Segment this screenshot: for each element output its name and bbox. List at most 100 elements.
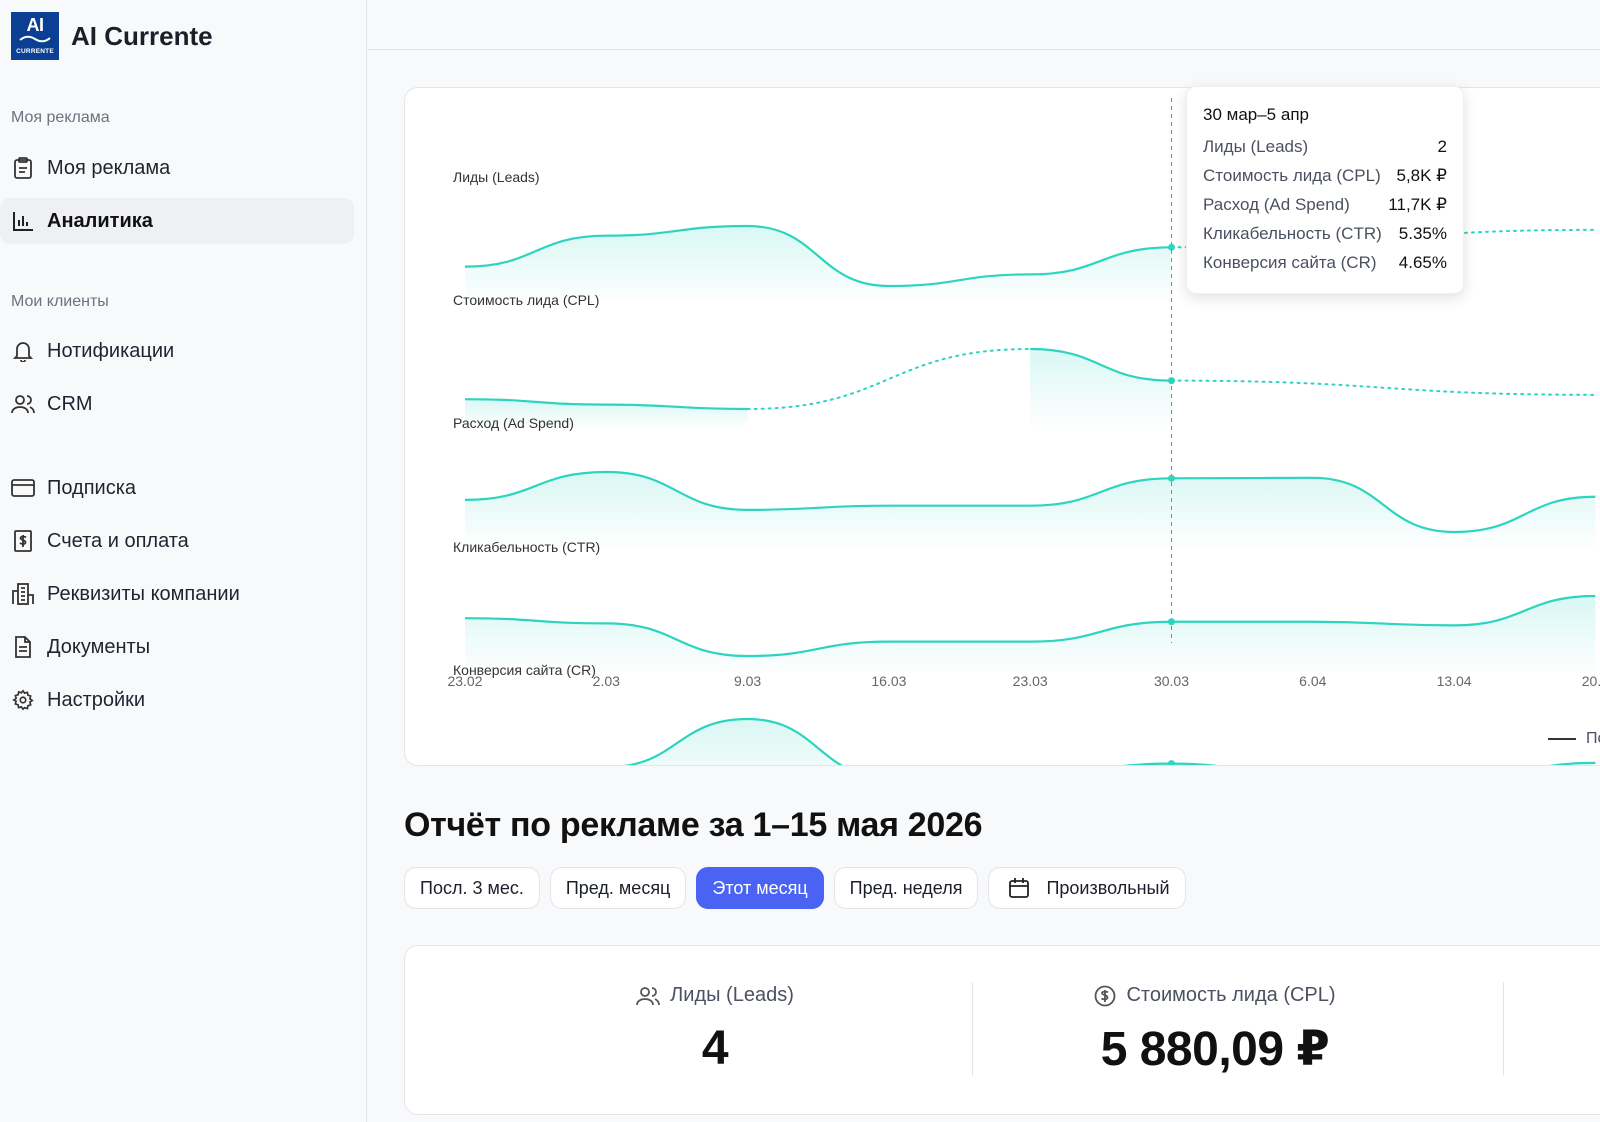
series-label: Стоимость лида (CPL) <box>453 292 599 308</box>
highlight-point <box>1168 243 1175 251</box>
filter-label: Пред. неделя <box>849 877 963 898</box>
filter-prev-week-button[interactable]: Пред. неделя <box>833 867 979 909</box>
chart-legend[interactable]: По <box>1548 730 1600 748</box>
stat-header: Лиды (Leads) <box>595 984 835 1007</box>
sidebar-item-label: Нотификации <box>47 339 175 362</box>
series-area <box>465 596 1596 676</box>
section-label-my-ads: Моя реклама <box>11 109 110 126</box>
stat-header: Стоимость лида (CPL) <box>1055 984 1375 1007</box>
filter-label: Этот месяц <box>712 877 808 898</box>
sidebar-item-label: Подписка <box>47 476 137 499</box>
calendar-icon <box>1008 877 1030 899</box>
sidebar-item-settings[interactable]: Настройки <box>0 677 354 723</box>
sidebar-item-label: Моя реклама <box>47 156 171 179</box>
tooltip-row: Расход (Ad Spend) 11,7K ₽ <box>1203 195 1447 215</box>
logo-text: AI <box>26 15 45 35</box>
stat-label: Стоимость лида (CPL) <box>1126 984 1336 1006</box>
tooltip-value: 4.65% <box>1398 253 1447 272</box>
series-area <box>465 472 1596 552</box>
tooltip-value: 11,7K ₽ <box>1388 195 1447 214</box>
highlight-point <box>1168 474 1175 482</box>
tooltip-label: Лиды (Leads) <box>1203 137 1309 156</box>
legend-line <box>1548 738 1576 740</box>
stat-cpl: Стоимость лида (CPL) 5 880,09 ₽ <box>1055 984 1375 1077</box>
brand[interactable]: AI CURRENTE AI Currente <box>11 12 213 60</box>
sidebar-item-label: Документы <box>47 635 151 658</box>
series-gap-line <box>1170 379 1597 396</box>
sidebar-item-my-ads[interactable]: Моя реклама <box>0 145 354 191</box>
tooltip-value: 5.35% <box>1398 224 1447 243</box>
wave-icon <box>19 35 51 43</box>
sidebar-item-documents[interactable]: Документы <box>0 624 354 670</box>
legend-label: По <box>1586 730 1600 747</box>
users-icon <box>11 392 35 416</box>
sidebar-item-label: Аналитика <box>47 209 153 232</box>
stat-leads: Лиды (Leads) 4 <box>595 984 835 1076</box>
brand-name: AI Currente <box>71 20 213 51</box>
highlight-point <box>1168 618 1175 626</box>
stats-card: Лиды (Leads) 4 Стоимость лида (CPL) 5 88… <box>404 945 1600 1115</box>
gear-icon <box>11 688 35 712</box>
series-label: Кликабельность (CTR) <box>453 539 600 555</box>
x-tick-label: 20.0 <box>1582 673 1600 689</box>
bar-chart-icon <box>11 209 35 233</box>
filter-last-3-months-button[interactable]: Посл. 3 мес. <box>404 867 540 909</box>
sidebar-item-invoices[interactable]: Счета и оплата <box>0 518 354 564</box>
filter-custom-button[interactable]: Произвольный <box>988 867 1186 909</box>
highlight-point <box>1168 760 1175 765</box>
tooltip-title: 30 мар–5 апр <box>1203 105 1309 124</box>
users-icon <box>636 986 661 1006</box>
x-tick-label: 9.03 <box>734 673 761 689</box>
report-title: Отчёт по рекламе за 1–15 мая 2026 <box>404 806 983 844</box>
stat-label: Лиды (Leads) <box>670 984 794 1006</box>
filter-label: Пред. месяц <box>565 877 671 898</box>
series-line <box>464 470 1596 534</box>
series-label: Расход (Ad Spend) <box>453 415 574 431</box>
stat-value: 4 <box>701 1022 729 1075</box>
bell-icon <box>11 339 35 363</box>
x-tick-label: 23.03 <box>1013 673 1048 689</box>
series-area <box>465 399 748 429</box>
tooltip-label: Кликабельность (CTR) <box>1203 224 1382 243</box>
period-filters: Посл. 3 мес. Пред. месяц Этот месяц Пред… <box>404 867 1186 909</box>
stat-divider <box>972 982 973 1076</box>
tooltip-row: Стоимость лида (CPL) 5,8K ₽ <box>1203 166 1447 186</box>
tooltip-label: Конверсия сайта (CR) <box>1203 253 1377 272</box>
filter-label: Посл. 3 мес. <box>420 877 524 898</box>
sidebar-item-analytics[interactable]: Аналитика <box>0 198 354 244</box>
series-line <box>464 594 1596 658</box>
building-icon <box>11 582 35 606</box>
stat-divider <box>1503 982 1504 1076</box>
x-tick-label: 13.04 <box>1437 673 1472 689</box>
tooltip-row: Кликабельность (CTR) 5.35% <box>1203 224 1447 244</box>
credit-card-icon <box>11 476 35 500</box>
sidebar-item-notifications[interactable]: Нотификации <box>0 328 354 374</box>
series-line <box>623 717 1596 765</box>
tooltip-label: Стоимость лида (CPL) <box>1203 166 1381 185</box>
sidebar-item-subscription[interactable]: Подписка <box>0 465 354 511</box>
sidebar-item-label: Реквизиты компании <box>47 582 240 605</box>
filter-label: Произвольный <box>1046 877 1170 898</box>
filter-this-month-button[interactable]: Этот месяц <box>696 867 824 909</box>
x-tick-label: 6.04 <box>1299 673 1326 689</box>
brand-logo: AI CURRENTE <box>11 12 59 60</box>
logo-subtext: CURRENTE <box>16 48 54 55</box>
x-tick-label: 2.03 <box>593 673 620 689</box>
series-line <box>464 398 748 411</box>
filter-prev-month-button[interactable]: Пред. месяц <box>549 867 687 909</box>
x-tick-label: 16.03 <box>871 673 906 689</box>
tooltip-label: Расход (Ad Spend) <box>1203 195 1350 214</box>
analytics-chart[interactable]: Лиды (Leads) Стоимость лида (CPL) Расход (… <box>405 88 1600 765</box>
receipt-icon <box>11 529 35 553</box>
series-line <box>464 224 1172 288</box>
highlight-point <box>1168 377 1175 385</box>
series-area <box>630 719 1596 765</box>
x-tick-label: 30.03 <box>1154 673 1189 689</box>
sidebar-item-crm[interactable]: CRM <box>0 381 354 427</box>
tooltip-row: Лиды (Leads) 2 <box>1203 137 1447 157</box>
series-area <box>465 226 1172 306</box>
sidebar-item-company-details[interactable]: Реквизиты компании <box>0 571 354 617</box>
series-line <box>1030 347 1172 382</box>
top-bar <box>367 0 1600 50</box>
series-gap-line <box>746 348 1032 410</box>
